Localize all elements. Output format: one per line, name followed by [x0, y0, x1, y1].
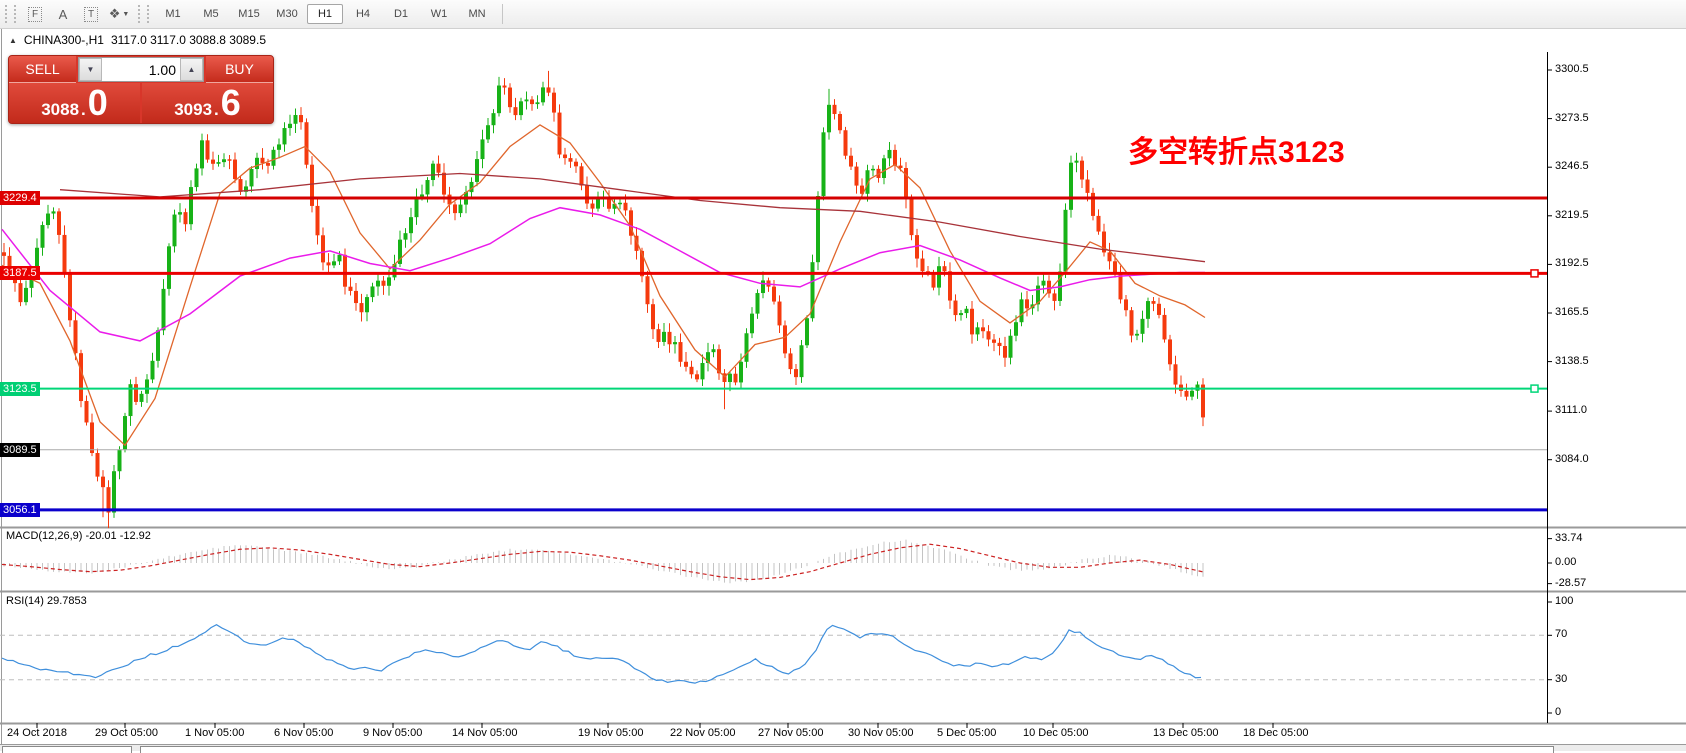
bid-price-big-digit: 0: [87, 82, 108, 123]
volume-input[interactable]: [102, 58, 180, 81]
rsi-indicator-label: RSI(14) 29.7853: [6, 595, 87, 607]
toolbar-grip-2[interactable]: [138, 5, 149, 23]
macd-indicator-label: MACD(12,26,9) -20.01 -12.92: [6, 530, 151, 542]
bid-price-button[interactable]: 3088 . 0: [9, 83, 140, 123]
bottom-tab[interactable]: [2, 746, 132, 753]
volume-control: ▼ ▲: [78, 57, 204, 82]
price-tick-label: 3165.5: [1555, 306, 1589, 318]
timeframe-mn[interactable]: MN: [468, 8, 486, 20]
level-price-badge[interactable]: 3187.5: [0, 266, 40, 281]
price-tick-label: 3219.5: [1555, 208, 1589, 221]
date-tick-label: 14 Nov 05:00: [452, 727, 518, 739]
timeframe-d1[interactable]: D1: [393, 8, 409, 20]
price-tick-label: 3246.5: [1555, 160, 1589, 173]
price-tick-label: 3300.5: [1555, 63, 1589, 75]
date-tick-label: 6 Nov 05:00: [274, 727, 334, 739]
chart-ohlc-values: 3117.0 3117.0 3088.8 3089.5: [110, 33, 266, 47]
rsi-tick-label: 70: [1555, 628, 1568, 641]
date-tick-label: 27 Nov 05:00: [758, 727, 824, 739]
level-price-badge[interactable]: 3056.1: [0, 502, 40, 517]
level-handle: [1530, 269, 1539, 278]
date-tick-label: 9 Nov 05:00: [363, 727, 423, 739]
level-price-badge[interactable]: 3229.4: [0, 190, 40, 205]
macd-histogram-layer: [3, 539, 1204, 584]
chart-annotation-text: 多空转折点3123: [1128, 136, 1345, 169]
bid-price-sep: .: [81, 100, 86, 119]
chart-tab-strip: [0, 744, 1686, 753]
ask-price-sep: .: [214, 100, 219, 119]
timeframe-button-group: M1 M5 M15 M30 H1 H4 D1 W1 MN: [154, 4, 496, 24]
buy-button[interactable]: BUY: [206, 56, 273, 83]
letter-t-icon: T: [83, 6, 99, 22]
price-tick-label: 3192.5: [1555, 257, 1589, 270]
toolbar-grip[interactable]: [5, 5, 16, 23]
date-tick-label: 13 Dec 05:00: [1153, 727, 1219, 739]
price-tick-label: 3111.0: [1555, 404, 1588, 417]
main-toolbar: F A T ❖ ▼ M1 M5 M15 M30 H1 H4 D1 W1 MN: [0, 0, 1686, 29]
toolbar-separator: [502, 4, 503, 24]
one-click-quote-row: 3088 . 0 3093 . 6: [9, 83, 273, 123]
volume-decrease-button[interactable]: ▼: [79, 58, 102, 81]
price-tick-label: 3273.5: [1555, 111, 1589, 124]
date-tick-label: 19 Nov 05:00: [578, 727, 644, 739]
macd-tick-label: 33.74: [1555, 531, 1583, 544]
timeframe-m15[interactable]: M15: [238, 8, 260, 20]
ask-price-big-digit: 6: [220, 82, 241, 123]
indicator-grid-icon[interactable]: F: [23, 3, 47, 25]
chart-symbol-label: CHINA300-,H1: [23, 33, 104, 47]
ma-long-line: [59, 172, 1206, 263]
ask-price-main: 3093: [174, 100, 213, 119]
candles-layer: [2, 70, 1205, 529]
one-click-top-row: SELL ▼ ▲ BUY: [9, 56, 273, 83]
macd-signal-line: [1, 543, 1206, 581]
ma-fast-line: [1, 124, 1206, 447]
timeframe-h1[interactable]: H1: [307, 4, 343, 24]
level-price-badge[interactable]: 3089.5: [0, 442, 40, 457]
volume-increase-button[interactable]: ▲: [180, 58, 203, 81]
date-tick-label: 18 Dec 05:00: [1243, 727, 1309, 739]
text-box-icon[interactable]: T: [79, 3, 103, 25]
price-tick-label: 3138.5: [1555, 354, 1589, 367]
sell-button[interactable]: SELL: [9, 56, 76, 83]
date-tick-label: 30 Nov 05:00: [848, 727, 914, 739]
timeframe-m5[interactable]: M5: [203, 8, 219, 20]
bottom-tab[interactable]: [140, 746, 1554, 753]
rsi-tick-label: 30: [1555, 672, 1568, 685]
level-price-badge[interactable]: 3123.5: [0, 381, 40, 396]
macd-tick-label: 0.00: [1555, 556, 1577, 568]
rsi-line: [1, 623, 1202, 684]
timeframe-m1[interactable]: M1: [165, 8, 181, 20]
ask-price-button[interactable]: 3093 . 6: [142, 83, 273, 123]
date-tick-label: 10 Dec 05:00: [1023, 727, 1089, 739]
price-tick-label: 3084.0: [1555, 452, 1589, 465]
date-tick-label: 24 Oct 2018: [7, 727, 67, 739]
one-click-trading-panel: SELL ▼ ▲ BUY 3088 . 0 3093 . 6: [8, 55, 274, 124]
chart-title: ▲ CHINA300-,H1 3117.0 3117.0 3088.8 3089…: [9, 33, 266, 47]
timeframe-h4[interactable]: H4: [355, 8, 371, 20]
date-tick-label: 5 Dec 05:00: [937, 727, 997, 739]
level-handle: [1530, 384, 1539, 393]
cursor-icon: ❖: [108, 6, 121, 21]
date-tick-label: 29 Oct 05:00: [95, 727, 158, 739]
date-tick-label: 1 Nov 05:00: [185, 727, 245, 739]
text-label-icon[interactable]: A: [51, 3, 75, 25]
collapse-triangle-icon[interactable]: ▲: [9, 35, 17, 45]
grid-f-icon: F: [27, 6, 43, 22]
bid-price-main: 3088: [41, 100, 80, 119]
macd-tick-label: -28.57: [1555, 576, 1587, 589]
cursor-style-button[interactable]: ❖ ▼: [107, 3, 131, 25]
chevron-down-icon: ▼: [122, 10, 130, 18]
date-tick-label: 22 Nov 05:00: [670, 727, 736, 739]
timeframe-m30[interactable]: M30: [276, 8, 298, 20]
timeframe-w1[interactable]: W1: [430, 8, 448, 20]
rsi-tick-label: 0: [1555, 706, 1562, 718]
rsi-tick-label: 100: [1555, 595, 1574, 607]
letter-a-icon: A: [58, 6, 68, 22]
